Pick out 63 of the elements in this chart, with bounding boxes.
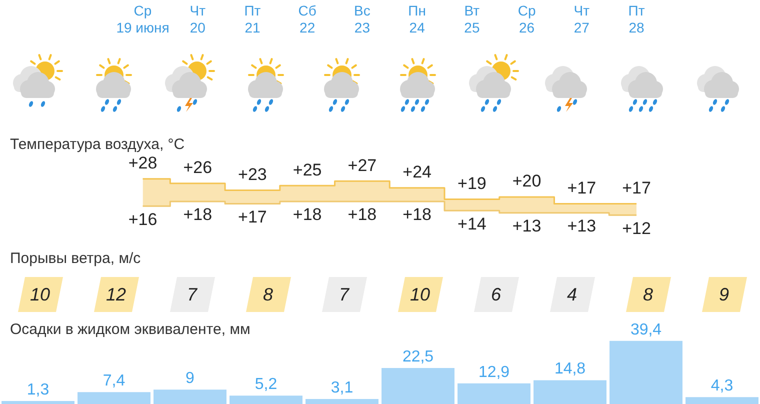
data-label: 4,3 [710,378,734,395]
data-label: +13 [512,216,542,236]
data-label: 10 [410,284,430,304]
data-label: +24 [402,162,432,182]
data-label: +17 [238,207,267,226]
data-label: +17 [622,178,651,198]
data-label: +19 [458,174,486,193]
x-tick-label: Чт 20 [190,2,206,36]
bar [534,380,606,404]
x-tick-label: Ср 19 июня [116,2,170,36]
data-label: 9 [186,370,195,387]
data-label: 9 [718,284,730,304]
chart-title: Осадки в жидком эквиваленте, мм [10,321,250,338]
x-tick-label: Чт 27 [574,2,590,36]
data-label: +28 [128,154,158,173]
bar [306,399,378,404]
data-label: +18 [292,205,322,224]
bar [458,383,530,404]
x-tick-label: Ср 26 [518,2,536,36]
bar [2,401,74,404]
data-label: 3,1 [330,379,354,396]
data-label: +13 [567,216,596,236]
data-label: +16 [128,210,158,229]
data-label: +27 [348,156,377,175]
bar [610,340,682,404]
chart-title: Температура воздуха, °C [10,136,185,154]
x-tick-label: Пт 21 [244,2,262,36]
data-label: +12 [622,218,651,238]
data-label: 5,2 [254,376,278,394]
data-label: +18 [348,205,377,224]
bar [382,368,454,404]
x-tick-label: Вт 25 [464,2,480,36]
data-label: 7 [186,284,198,304]
x-tick-label: Вс 23 [354,2,370,36]
x-tick-label: Пн 24 [408,2,426,36]
data-label: 22,5 [402,348,434,366]
bar [154,390,226,404]
data-label: +18 [183,205,212,224]
bar [230,396,302,404]
x-tick-label: Сб 22 [298,2,316,36]
data-label: +18 [402,205,432,224]
data-label: 10 [30,284,50,304]
x-tick-label: Пт 28 [628,2,646,36]
data-label: +17 [567,178,596,198]
data-label: 8 [642,284,654,304]
data-label: +23 [238,164,267,184]
data-label: +26 [183,158,212,178]
data-label: 12,9 [478,364,510,381]
data-label: +20 [512,172,542,191]
bar [686,397,758,404]
data-label: 7 [338,284,350,304]
bar [78,392,150,404]
data-label: 7,4 [102,372,126,390]
data-label: 4 [566,284,578,304]
data-label: 6 [490,284,502,304]
data-label: +14 [458,214,486,234]
data-label: 8 [262,284,274,304]
data-label: 1,3 [26,381,50,398]
data-label: 39,4 [630,321,662,338]
data-label: +25 [292,160,322,180]
text: Порывы ветра, м/с [10,250,142,268]
data-label: 14,8 [554,360,586,378]
data-label: 12 [106,284,126,304]
